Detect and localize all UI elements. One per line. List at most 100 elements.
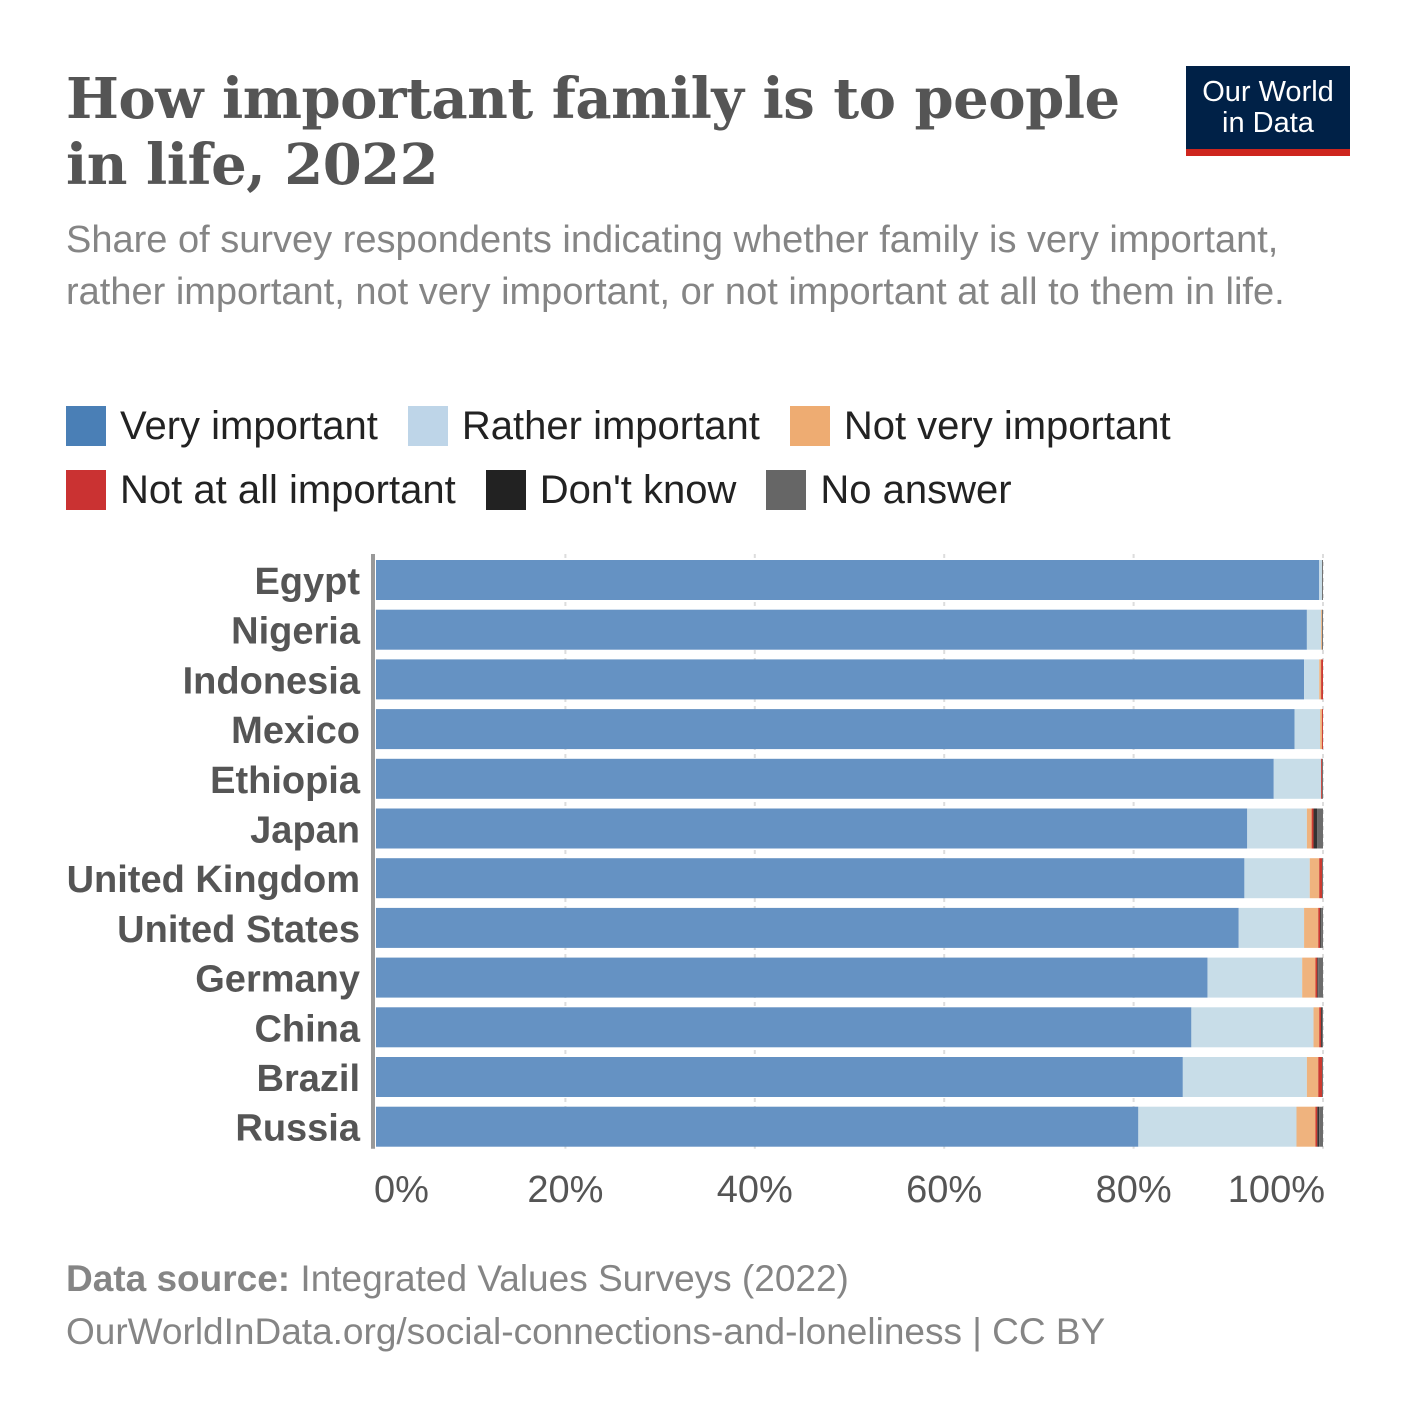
legend: Very important Rather important Not very i… bbox=[66, 404, 1346, 512]
bar-segment[interactable] bbox=[376, 1007, 1192, 1048]
chart-subtitle: Share of survey respondents indicating w… bbox=[66, 219, 1285, 313]
bar-segment[interactable] bbox=[1294, 709, 1321, 750]
x-tick-label: 20% bbox=[527, 1169, 603, 1211]
legend-swatch bbox=[485, 470, 526, 510]
legend-item-don-t-know[interactable]: Don't know bbox=[485, 467, 737, 512]
bar-segment[interactable] bbox=[1317, 957, 1319, 998]
bar-segment[interactable] bbox=[1322, 609, 1323, 650]
legend-item-rather-important[interactable]: Rather important bbox=[407, 404, 760, 448]
bar-segment[interactable] bbox=[376, 808, 1248, 849]
bar-segment[interactable] bbox=[1315, 957, 1318, 998]
x-tick-label: 0% bbox=[374, 1169, 429, 1211]
bar-segment[interactable] bbox=[376, 907, 1239, 948]
category-label: Japan bbox=[250, 810, 360, 852]
bar-segment[interactable] bbox=[376, 609, 1307, 650]
bar-segment[interactable] bbox=[1182, 1057, 1307, 1097]
bar-segment[interactable] bbox=[1320, 907, 1322, 948]
bar-segment[interactable] bbox=[1247, 808, 1307, 849]
source-text[interactable]: Integrated Values Surveys (2022) bbox=[300, 1258, 849, 1299]
legend-swatch bbox=[789, 406, 830, 446]
bar-segment[interactable] bbox=[1317, 1106, 1320, 1147]
bar-segment[interactable] bbox=[1322, 858, 1323, 899]
category-label: Mexico bbox=[231, 710, 360, 752]
bar-segment[interactable] bbox=[1313, 808, 1318, 849]
bar-segment[interactable] bbox=[1322, 709, 1323, 750]
legend-item-not-at-all-important[interactable]: Not at all important bbox=[66, 468, 456, 512]
bar-segment[interactable] bbox=[1304, 659, 1320, 700]
bar-segment[interactable] bbox=[1319, 1007, 1322, 1048]
bar-segment[interactable] bbox=[376, 709, 1295, 750]
bar-segment[interactable] bbox=[1319, 659, 1322, 700]
bar-segment[interactable] bbox=[1322, 560, 1323, 600]
bar-segment[interactable] bbox=[1304, 907, 1319, 948]
category-label: Nigeria bbox=[231, 611, 361, 653]
x-tick-label: 80% bbox=[1096, 1169, 1172, 1211]
bar-segment[interactable] bbox=[376, 1057, 1183, 1097]
legend-label: Not at all important bbox=[120, 467, 456, 512]
bar-segment[interactable] bbox=[1321, 1007, 1323, 1048]
category-label: United States bbox=[117, 909, 360, 951]
legend-item-very-important[interactable]: Very important bbox=[66, 404, 378, 448]
bar-segment[interactable] bbox=[1306, 609, 1322, 650]
category-label: Ethiopia bbox=[210, 760, 361, 802]
bar-segment[interactable] bbox=[1321, 659, 1323, 700]
legend-label: Very important bbox=[120, 403, 378, 448]
bar-segment[interactable] bbox=[1319, 858, 1323, 899]
category-label: Indonesia bbox=[183, 660, 361, 702]
category-label: Brazil bbox=[257, 1058, 360, 1100]
legend-label: Not very important bbox=[843, 403, 1171, 448]
bar-segment[interactable] bbox=[1244, 858, 1310, 899]
bar-segment[interactable] bbox=[1207, 957, 1303, 998]
x-tick-label: 100% bbox=[1228, 1169, 1325, 1211]
bar-segment[interactable] bbox=[1306, 1057, 1319, 1097]
stacked-bar-chart: Egypt Nigeria Indonesia Mexico Ethiopia Japan… bbox=[67, 554, 1325, 1211]
legend-swatch bbox=[66, 470, 106, 510]
bar-segment[interactable] bbox=[1322, 1057, 1323, 1097]
bar-segment[interactable] bbox=[1302, 957, 1316, 998]
footer: Data source: Integrated Values Surveys (… bbox=[66, 1252, 1105, 1358]
bar-segment[interactable] bbox=[1311, 808, 1314, 849]
bar-segment[interactable] bbox=[1238, 907, 1305, 948]
bar-segment[interactable] bbox=[376, 858, 1245, 899]
bar-segment[interactable] bbox=[1321, 907, 1323, 948]
bar-segment[interactable] bbox=[1273, 758, 1322, 799]
bar-segment[interactable] bbox=[1296, 1106, 1316, 1147]
legend-label: No answer bbox=[820, 467, 1012, 512]
bar-segment[interactable] bbox=[1318, 957, 1323, 998]
legend-swatch bbox=[766, 470, 807, 510]
bar-segment[interactable] bbox=[1321, 609, 1323, 650]
category-label: United Kingdom bbox=[67, 859, 360, 901]
bar-segment[interactable] bbox=[1306, 808, 1312, 849]
bar-segment[interactable] bbox=[1318, 907, 1321, 948]
bar-segment[interactable] bbox=[376, 560, 1320, 600]
bar-segment[interactable] bbox=[1318, 1057, 1323, 1097]
data-source-line: Data source: Integrated Values Surveys (… bbox=[66, 1252, 1105, 1305]
bar-segment[interactable] bbox=[376, 659, 1305, 700]
logo-line-1: Our World bbox=[1202, 75, 1334, 108]
category-label: Egypt bbox=[254, 561, 360, 603]
x-tick-label: 40% bbox=[717, 1169, 793, 1211]
category-label: Germany bbox=[195, 959, 360, 1001]
bar-segment[interactable] bbox=[1319, 560, 1323, 600]
legend-swatch bbox=[407, 406, 448, 446]
bar-segment[interactable] bbox=[1309, 858, 1320, 899]
bar-segment[interactable] bbox=[1322, 758, 1323, 799]
bar-segment[interactable] bbox=[1191, 1007, 1314, 1048]
bar-segment[interactable] bbox=[1321, 758, 1323, 799]
bar-segment[interactable] bbox=[1315, 1106, 1318, 1147]
legend-item-not-very-important[interactable]: Not very important bbox=[789, 403, 1171, 448]
url-line[interactable]: OurWorldInData.org/social-connections-an… bbox=[66, 1311, 1106, 1352]
legend-label: Don't know bbox=[539, 467, 737, 512]
bar-segment[interactable] bbox=[1317, 808, 1323, 849]
bar-segment[interactable] bbox=[1138, 1106, 1297, 1147]
bar-segment[interactable] bbox=[1319, 1106, 1323, 1147]
logo-line-2: in Data bbox=[1222, 106, 1314, 139]
owid-logo[interactable]: Our World in Data bbox=[1186, 66, 1350, 156]
bar-segment[interactable] bbox=[1313, 1007, 1320, 1048]
bar-segment[interactable] bbox=[1322, 1007, 1323, 1048]
bar-segment[interactable] bbox=[1320, 709, 1323, 750]
bar-segment[interactable] bbox=[376, 957, 1208, 998]
legend-item-no-answer[interactable]: No answer bbox=[766, 467, 1012, 512]
bar-segment[interactable] bbox=[376, 758, 1274, 799]
bar-segment[interactable] bbox=[376, 1106, 1139, 1147]
